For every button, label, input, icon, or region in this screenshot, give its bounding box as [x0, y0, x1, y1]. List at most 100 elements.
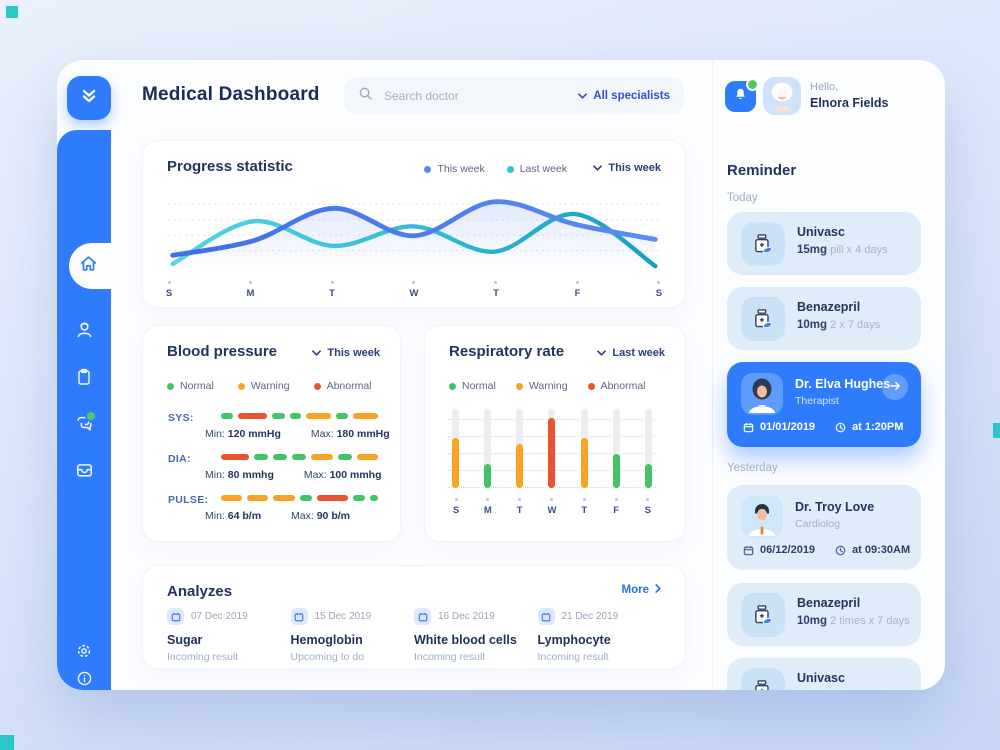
sidebar-item-messages[interactable] — [57, 406, 111, 446]
reminder-title: Reminder — [727, 162, 797, 179]
medication-card-univasc[interactable]: Univasc 15mg pill x 4 days — [727, 212, 921, 275]
dash-warning — [356, 454, 378, 460]
sidebar-item-settings[interactable] — [57, 633, 111, 673]
dash-abnormal — [221, 454, 250, 460]
normal-dot — [449, 382, 456, 390]
resp-period-dropdown[interactable]: Last week — [597, 347, 665, 359]
medication-card-benazepril-2[interactable]: Benazepril 10mg 2 times x 7 days — [727, 583, 921, 646]
sidebar-item-home[interactable] — [69, 243, 119, 289]
medication-card-univasc-2[interactable]: Univasc 15mg pill x 4 days — [727, 658, 921, 690]
user-avatar[interactable] — [763, 77, 801, 115]
axis-day-label: W — [547, 498, 556, 516]
calendar-icon — [743, 422, 754, 433]
dash-normal — [273, 454, 288, 460]
warning-dot — [515, 382, 523, 390]
normal-dot — [167, 382, 174, 390]
dash-normal — [353, 495, 365, 501]
home-icon — [78, 253, 99, 279]
search-input[interactable] — [382, 87, 579, 104]
bp-dash-strip — [221, 454, 378, 460]
inbox-icon — [74, 459, 95, 485]
specialists-dropdown[interactable]: All specialists — [578, 90, 670, 102]
panel-divider — [712, 60, 713, 690]
card-title: Analyzes — [167, 583, 233, 600]
dash-normal — [254, 454, 269, 460]
respiratory-bar-chart — [448, 409, 656, 488]
calendar-icon — [414, 608, 431, 625]
canvas-artifact — [993, 423, 1000, 438]
sidebar-item-info[interactable] — [57, 661, 111, 690]
medication-card-benazepril[interactable]: Benazepril 10mg 2 x 7 days — [727, 287, 921, 350]
info-icon — [75, 669, 94, 690]
appointment-card-elva-hughes[interactable]: Dr. Elva Hughes Therapist 01/01/2019 at … — [727, 362, 921, 447]
dash-normal — [289, 413, 302, 419]
bp-period-dropdown[interactable]: This week — [312, 347, 380, 359]
yesterday-label: Yesterday — [727, 462, 778, 474]
analyze-item[interactable]: 16 Dec 2019 White blood cells Incoming r… — [414, 608, 538, 663]
bp-dash-strip — [221, 413, 378, 419]
doctor-role: Cardiolog — [795, 518, 840, 530]
axis-day-label: T — [580, 498, 588, 516]
canvas-artifact — [0, 735, 14, 750]
appointment-card-troy-love[interactable]: Dr. Troy Love Cardiolog 06/12/2019 at 09… — [727, 485, 921, 570]
sidebar-item-records[interactable] — [57, 359, 111, 399]
doctor-name: Dr. Troy Love — [795, 500, 875, 514]
analyze-item[interactable]: 07 Dec 2019 Sugar Incoming result — [167, 608, 291, 663]
bar-normal — [484, 463, 492, 488]
bar-track — [548, 409, 556, 488]
bar-warning — [580, 438, 588, 488]
dash-normal — [272, 413, 285, 419]
user-name: Elnora Fields — [810, 95, 889, 110]
person-icon — [74, 319, 95, 345]
axis-day-label: F — [612, 498, 620, 516]
search-bar[interactable]: All specialists — [344, 77, 684, 114]
medication-name: Benazepril — [797, 596, 861, 610]
bar-warning — [516, 443, 524, 488]
dash-normal — [336, 413, 349, 419]
analyzes-list: 07 Dec 2019 Sugar Incoming result 15 Dec… — [167, 608, 661, 663]
analyze-item[interactable]: 15 Dec 2019 Hemoglobin Upcoming to do — [290, 608, 415, 663]
dash-warning — [247, 495, 269, 501]
doctor-avatar — [741, 373, 783, 415]
pill-bottle-icon — [741, 297, 785, 341]
bp-dash-strip — [221, 495, 379, 501]
calendar-icon — [537, 608, 555, 625]
more-link[interactable]: More — [622, 584, 661, 596]
calendar-icon — [167, 608, 184, 625]
pill-bottle-icon — [741, 593, 785, 637]
sidebar-item-archive[interactable] — [57, 452, 111, 492]
sidebar-item-patients[interactable] — [57, 312, 111, 352]
app-window: Medical Dashboard All specialists Hello,… — [57, 60, 945, 690]
analyze-item[interactable]: 21 Dec 2019 Lymphocyte Incoming result — [537, 608, 662, 663]
axis-day-label: M — [247, 281, 255, 299]
chat-icon — [74, 410, 97, 439]
chevron-down-icon — [578, 90, 588, 102]
clipboard-icon — [74, 367, 94, 392]
doctor-name: Dr. Elva Hughes — [795, 377, 891, 391]
bar-track — [644, 409, 652, 488]
open-appointment-button[interactable] — [882, 374, 908, 400]
progress-period-dropdown[interactable]: This week — [593, 162, 661, 174]
chevron-down-icon — [597, 347, 607, 359]
axis-day-label: S — [644, 498, 652, 516]
blood-pressure-card: Blood pressure This week Normal Warning … — [142, 325, 401, 542]
bar-normal — [644, 463, 652, 488]
axis-day-label: T — [516, 498, 524, 516]
chevron-right-icon — [655, 584, 661, 596]
dash-normal — [292, 454, 307, 460]
bar-track — [484, 409, 492, 488]
notifications-button[interactable] — [725, 78, 759, 112]
search-icon — [358, 86, 373, 106]
canvas-artifact — [6, 6, 18, 18]
medication-name: Univasc — [797, 671, 845, 685]
medication-name: Univasc — [797, 225, 845, 239]
unread-badge — [84, 410, 97, 422]
axis-day-label: W — [410, 281, 418, 299]
metric-label: PULSE: — [168, 494, 209, 506]
notification-badge — [746, 78, 759, 91]
dash-abnormal — [237, 413, 268, 419]
app-logo[interactable] — [67, 76, 111, 120]
arrow-right-icon — [889, 378, 901, 396]
